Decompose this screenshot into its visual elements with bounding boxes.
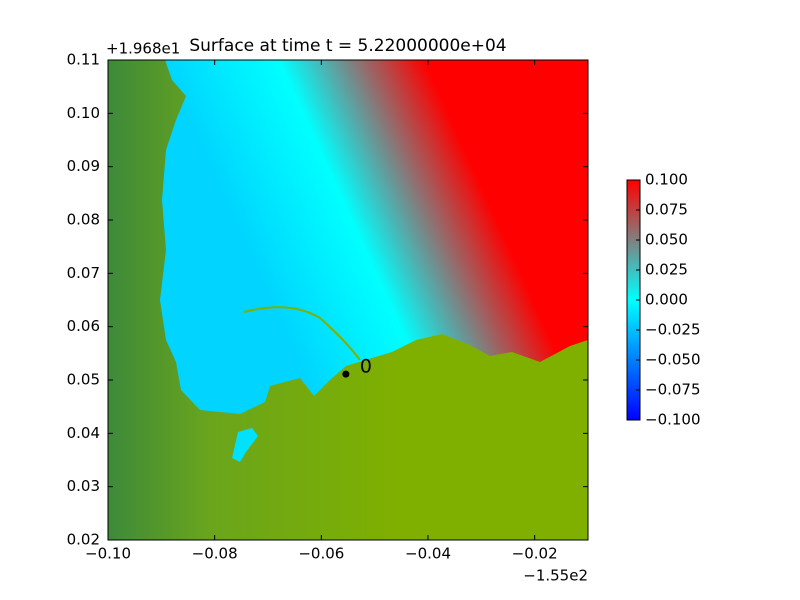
colorbar-tick-label: 0.075 [645,201,688,219]
gauge-label: 0 [360,356,372,378]
y-tick-label: 0.07 [67,264,100,282]
colorbar-tick-label: −0.100 [645,411,701,429]
colorbar-tick-label: 0.050 [645,231,688,249]
x-tick-label: −0.08 [192,545,238,563]
y-tick-label: 0.03 [67,477,100,495]
y-offset-label: +1.968e1 [106,40,180,58]
y-tick-label: 0.02 [67,531,100,549]
gauge-point [342,370,350,378]
colorbar-tick-label: −0.025 [645,321,701,339]
axes-frame [107,59,589,541]
sandbar [243,306,361,361]
x-tick-label: −0.06 [298,545,344,563]
x-tick-label: −0.02 [512,545,558,563]
surface-field [108,60,588,540]
land [108,60,588,540]
y-tick-label: 0.09 [67,157,100,175]
y-tick-label: 0.08 [67,211,100,229]
colorbar-tick-label: −0.075 [645,381,701,399]
pond [232,428,258,462]
colorbar-tick-label: −0.050 [645,351,701,369]
chart-title: Surface at time t = 5.22000000e+04 [189,36,506,56]
x-tick-label: −0.04 [405,545,451,563]
colorbar-tick-label: 0.025 [645,261,688,279]
y-tick-label: 0.04 [67,424,100,442]
y-tick-label: 0.10 [67,104,100,122]
x-offset-label: −1.55e2 [523,567,588,585]
colorbar-tick-label: 0.100 [645,171,688,189]
y-tick-label: 0.11 [67,51,100,69]
colorbar-tick-label: 0.000 [645,291,688,309]
x-tick-label: −0.10 [85,545,131,563]
y-tick-label: 0.06 [67,317,100,335]
y-tick-label: 0.05 [67,371,100,389]
